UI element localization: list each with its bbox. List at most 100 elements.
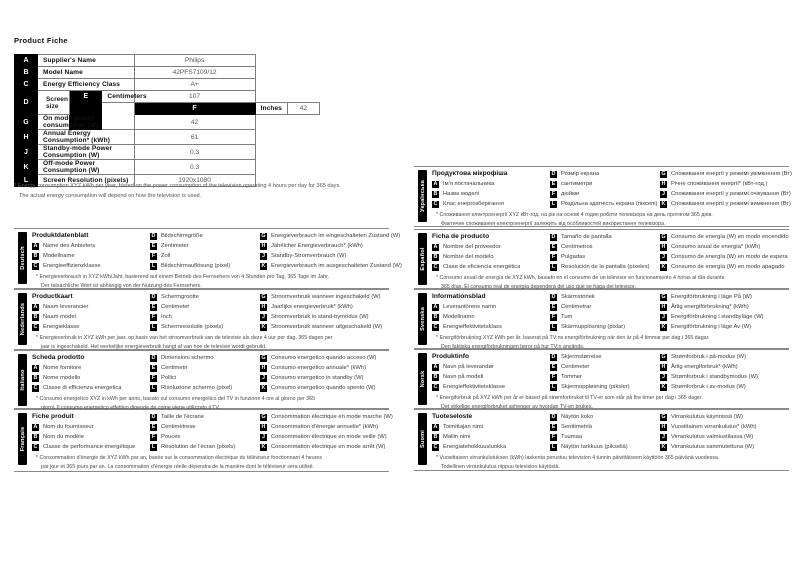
language-tab-label: Suomi bbox=[419, 429, 426, 449]
language-block-ukrainian: Українська Продуктова мікрофіша A Ім'я пост… bbox=[414, 166, 792, 227]
language-key-J: J bbox=[260, 252, 267, 260]
language-key-B: B bbox=[32, 433, 39, 441]
language-item-F: F Pouces bbox=[150, 432, 260, 442]
language-item-label: Nom du modèle bbox=[43, 434, 84, 440]
language-item-L: L Skärmupplösning (pixlar) bbox=[550, 322, 660, 332]
language-key-L: L bbox=[550, 200, 557, 208]
language-item-label: Nom du fournisseur bbox=[43, 424, 94, 430]
language-item-C: C Energieffektivitetsklasse bbox=[432, 382, 550, 392]
language-item-label: дюйми bbox=[561, 191, 580, 197]
language-note-line2: Der tatsächliche Wert ist abhängig von d… bbox=[41, 283, 202, 289]
language-item-label: Energiförbrukning i läge På (W) bbox=[671, 294, 752, 300]
language-item-G: G Споживання енергії у режимі увімкнення … bbox=[660, 169, 802, 179]
language-item-label: Consommation d'énergie annuelle* (kWh) bbox=[271, 424, 379, 430]
language-note-line1: * Споживання електроенергії XYZ кВт-год.… bbox=[436, 212, 713, 218]
language-item-label: Клас енергозберігання bbox=[443, 201, 504, 207]
language-tab-nederlands: Nederlands bbox=[18, 293, 27, 345]
language-item-D: D Bildschirmgröße bbox=[150, 231, 260, 241]
language-item-label: Resolución de la pantalla (píxeles) bbox=[561, 264, 650, 270]
language-item-label: Inch bbox=[161, 314, 172, 320]
language-note-svenska: * Energiförbrukning XYZ kWh per år, base… bbox=[436, 334, 785, 352]
language-note-suomi: * Vuosittaisen virrankulutuksen (kWh) la… bbox=[436, 454, 785, 472]
language-key-G: G bbox=[260, 354, 267, 362]
language-item-E: E Zentimeter bbox=[150, 241, 260, 251]
language-item-label: Dimensioni schermo bbox=[161, 355, 214, 361]
language-item-label: Nombre del modelo bbox=[443, 254, 494, 260]
language-item-H: H Årlig energiförbrukning* (kWh) bbox=[660, 302, 802, 312]
language-tab-suomi: Suomi bbox=[418, 413, 427, 465]
language-item-label: Centimetri bbox=[161, 365, 188, 371]
language-key-D: D bbox=[150, 354, 157, 362]
language-item-label: Naam leverancier bbox=[43, 304, 89, 310]
language-key-K: K bbox=[660, 263, 667, 271]
fiche-key-D: D bbox=[14, 90, 38, 115]
language-key-K: K bbox=[660, 200, 667, 208]
fiche-key-F: F bbox=[133, 102, 256, 115]
language-key-J: J bbox=[660, 190, 667, 198]
fiche-label-B: Model Name bbox=[37, 66, 135, 79]
language-tab-ukrainian: Українська bbox=[418, 170, 427, 222]
language-key-F: F bbox=[550, 190, 557, 198]
language-key-D: D bbox=[550, 170, 557, 178]
language-key-E: E bbox=[550, 303, 557, 311]
language-item-D: D Tamaño de pantalla bbox=[550, 232, 660, 242]
language-item-label: Nombre del proveedor bbox=[443, 244, 501, 250]
language-key-G: G bbox=[660, 413, 667, 421]
language-key-L: L bbox=[550, 383, 557, 391]
language-key-C: C bbox=[32, 443, 39, 451]
language-item-label: Schermgrootte bbox=[161, 294, 200, 300]
language-tab-label: Français bbox=[19, 426, 26, 452]
language-key-J: J bbox=[260, 374, 267, 382]
language-key-D: D bbox=[550, 413, 557, 421]
language-heading-francais: Fiche produit bbox=[32, 413, 74, 420]
language-item-H: H Jaarlijks energieverbruik* (kWh) bbox=[260, 302, 410, 312]
language-key-E: E bbox=[150, 423, 157, 431]
language-key-G: G bbox=[260, 232, 267, 240]
language-item-label: Energieklasse bbox=[43, 324, 80, 330]
fiche-label-G: On mode power consumption (W) bbox=[37, 114, 135, 130]
language-item-G: G Strømforbruk i på-modus (W) bbox=[660, 352, 802, 362]
language-item-G: G Energiförbrukning i läge På (W) bbox=[660, 292, 802, 302]
language-item-E: E Centímetros bbox=[550, 242, 660, 252]
language-item-label: Strømforbruk i standbymodus (W) bbox=[671, 374, 758, 380]
language-heading-suomi: Tuoteseloste bbox=[432, 413, 473, 420]
language-item-K: K Споживання енергії у режимі вимкнення (… bbox=[660, 199, 802, 209]
language-block-nederlands: Nederlands Productkaart A Naam leverancier B… bbox=[14, 289, 389, 350]
language-item-label: Stroomverbruik wanneer ingeschakeld (W) bbox=[271, 294, 381, 300]
fiche-value-H: 61 bbox=[133, 129, 256, 145]
language-item-G: G Stroomverbruik wanneer ingeschakeld (W) bbox=[260, 292, 410, 302]
language-item-B: B Назва моделі bbox=[432, 189, 550, 199]
language-note-line1: * Energiförbrukning XYZ kWh per år, base… bbox=[436, 335, 710, 341]
language-key-H: H bbox=[660, 243, 667, 251]
language-item-L: L Schermresolutie (pixels) bbox=[150, 322, 260, 332]
language-note-line2: Det virkelige energiforbruket avhenger a… bbox=[441, 404, 593, 410]
language-item-label: Virrankulutus sammutettuna (W) bbox=[671, 444, 755, 450]
language-item-label: Consumo energetico annuale* (kWh) bbox=[271, 365, 367, 371]
language-tab-label: Norsk bbox=[419, 370, 426, 388]
language-block-svenska: Svenska Informationsblad A Leverantörens na… bbox=[414, 289, 789, 352]
language-item-label: Споживання енергії у режимі очікування (… bbox=[671, 191, 791, 197]
language-item-label: Nome fornitore bbox=[43, 365, 82, 371]
language-item-C: C Клас енергозберігання bbox=[432, 199, 550, 209]
language-note-line1: * Consommation d'énergie de XYZ kWh par … bbox=[36, 455, 323, 461]
fiche-footnote-line2: The actual energy consumption will depen… bbox=[19, 192, 202, 199]
language-key-B: B bbox=[432, 313, 439, 321]
language-item-label: Роздільна здатність екрана (пікселі) bbox=[561, 201, 658, 207]
language-item-A: A Leverantörens namn bbox=[432, 302, 550, 312]
language-item-D: D Schermgrootte bbox=[150, 292, 260, 302]
language-item-label: сантиметри bbox=[561, 181, 593, 187]
language-key-F: F bbox=[550, 373, 557, 381]
language-item-F: F Pulgadas bbox=[550, 252, 660, 262]
language-item-label: Pouces bbox=[161, 434, 181, 440]
language-item-label: Zoll bbox=[161, 253, 171, 259]
fiche-label-F: Inches bbox=[254, 102, 288, 115]
language-block-suomi: Suomi Tuoteseloste A Toimittajan nimi B Malli… bbox=[414, 409, 789, 471]
language-item-C: C Energieklasse bbox=[32, 322, 150, 332]
language-key-G: G bbox=[660, 293, 667, 301]
language-key-J: J bbox=[260, 313, 267, 321]
language-key-K: K bbox=[260, 262, 267, 270]
language-key-C: C bbox=[432, 383, 439, 391]
language-item-D: D Розмір екрана bbox=[550, 169, 660, 179]
language-key-B: B bbox=[32, 313, 39, 321]
